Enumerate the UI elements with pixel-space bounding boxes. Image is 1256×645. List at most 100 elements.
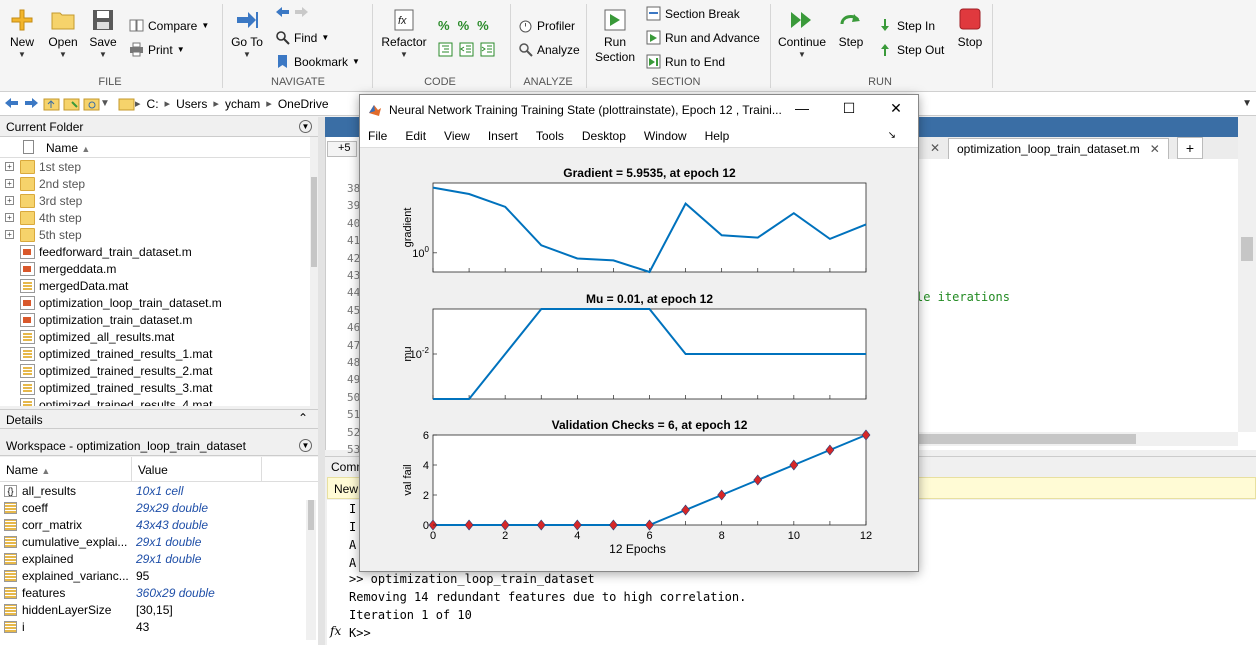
file-item[interactable]: optimized_all_results.mat <box>0 328 310 345</box>
close-tab-icon[interactable]: ✕ <box>1149 142 1160 156</box>
address-dropdown-icon[interactable]: ▼ <box>1242 98 1252 109</box>
workspace-value-column[interactable]: Value <box>132 457 262 481</box>
dock-arrow-icon[interactable]: ↘ <box>887 130 896 141</box>
workspace-row[interactable]: {} all_results 10x1 cell <box>0 482 318 499</box>
folder-scrollbar[interactable] <box>310 137 318 409</box>
run-section-button[interactable]: Run Section <box>592 8 638 65</box>
analyze-button[interactable]: Analyze <box>518 42 580 57</box>
go-to-button[interactable]: Go To ▼ <box>228 8 266 59</box>
bookmark-button[interactable]: Bookmark ▼ <box>275 54 360 69</box>
compare-button[interactable]: Compare ▼ <box>129 18 209 33</box>
fx-icon[interactable]: fx <box>330 624 342 638</box>
tab-optimization-loop[interactable]: optimization_loop_train_dataset.m ✕ <box>948 138 1169 159</box>
menu-insert[interactable]: Insert <box>487 128 518 143</box>
minimize-icon[interactable]: — <box>795 100 809 116</box>
figure-window[interactable]: Neural Network Training Training State (… <box>359 94 919 572</box>
collapse-up-icon[interactable]: ⌃ <box>297 411 308 425</box>
workspace-row[interactable]: explained_varianc... 95 <box>0 567 318 584</box>
workspace-row[interactable]: coeff 29x29 double <box>0 499 318 516</box>
workspace-row[interactable]: features 360x29 double <box>0 584 318 601</box>
add-tab-button[interactable]: + <box>1176 137 1204 159</box>
stop-button[interactable]: Stop <box>954 8 986 49</box>
step-out-button[interactable]: Step Out <box>878 42 944 57</box>
open-button[interactable]: Open ▼ <box>45 8 81 59</box>
folder-item[interactable]: +2nd step <box>0 175 310 192</box>
figure-titlebar[interactable]: Neural Network Training Training State (… <box>360 95 918 124</box>
file-item[interactable]: optimized_trained_results_1.mat <box>0 345 310 362</box>
new-button[interactable]: New ▼ <box>6 8 38 59</box>
find-button[interactable]: Find ▼ <box>275 30 329 45</box>
workspace-row[interactable]: cumulative_explai... 29x1 double <box>0 533 318 550</box>
folder-item[interactable]: +4th step <box>0 209 310 226</box>
browse-folder-icon[interactable] <box>63 95 80 112</box>
scrollbar-thumb[interactable] <box>918 434 1136 444</box>
menu-edit[interactable]: Edit <box>405 128 427 143</box>
menu-window[interactable]: Window <box>643 128 687 143</box>
workspace-row[interactable]: hiddenLayerSize [30,15] <box>0 601 318 618</box>
editor-scrollbar[interactable] <box>1238 117 1256 432</box>
menu-view[interactable]: View <box>444 128 470 143</box>
browse-folder-alt-icon[interactable] <box>83 95 100 112</box>
splitter[interactable] <box>318 117 325 645</box>
breadcrumb-onedrive[interactable]: OneDrive <box>277 96 329 111</box>
menu-desktop[interactable]: Desktop <box>581 128 626 143</box>
file-item[interactable]: optimization_train_dataset.m <box>0 311 310 328</box>
section-break-button[interactable]: Section Break <box>646 6 740 21</box>
scrollbar-thumb[interactable] <box>1241 237 1253 261</box>
chevron-down-icon[interactable]: ▼ <box>100 98 110 109</box>
save-button[interactable]: Save ▼ <box>87 8 119 59</box>
breadcrumb-users[interactable]: Users <box>176 96 208 111</box>
workspace-row[interactable]: i 43 <box>0 618 318 635</box>
workspace-row[interactable]: corr_matrix 43x43 double <box>0 516 318 533</box>
editor-hscrollbar[interactable] <box>918 432 1238 446</box>
panel-menu-icon[interactable]: ▼ <box>299 439 312 452</box>
file-item[interactable]: optimized_trained_results_4.mat <box>0 396 310 406</box>
details-header[interactable]: Details ⌃ <box>0 409 318 429</box>
workspace-row[interactable]: explained 29x1 double <box>0 550 318 567</box>
panel-menu-icon[interactable]: ▼ <box>299 120 312 133</box>
editor-gutter-tab[interactable]: +5 <box>327 141 357 157</box>
file-item[interactable]: feedforward_train_dataset.m <box>0 243 310 260</box>
expand-plus-icon[interactable]: + <box>5 179 14 188</box>
workspace-name-column[interactable]: Name ▲ <box>0 457 132 481</box>
step-button[interactable]: Step <box>834 8 868 49</box>
refactor-button[interactable]: fx Refactor ▼ <box>378 8 430 59</box>
folder-item[interactable]: +1st step <box>0 158 310 175</box>
expand-plus-icon[interactable]: + <box>5 196 14 205</box>
menu-help[interactable]: Help <box>704 128 730 143</box>
file-item[interactable]: mergeddata.m <box>0 260 310 277</box>
file-item[interactable]: optimized_trained_results_2.mat <box>0 362 310 379</box>
file-item[interactable]: optimized_trained_results_3.mat <box>0 379 310 396</box>
run-to-end-button[interactable]: Run to End <box>646 54 725 69</box>
file-item[interactable]: mergedData.mat <box>0 277 310 294</box>
expand-plus-icon[interactable]: + <box>5 230 14 239</box>
menu-tools[interactable]: Tools <box>535 128 564 143</box>
forward-icon[interactable] <box>23 95 40 112</box>
maximize-icon[interactable]: ☐ <box>842 100 856 116</box>
close-icon[interactable]: ✕ <box>890 100 902 116</box>
breadcrumb-ycham[interactable]: ycham <box>224 96 261 111</box>
folder-column-header[interactable]: Name ▲ <box>0 137 310 158</box>
run-and-advance-button[interactable]: Run and Advance <box>646 30 760 45</box>
continue-button[interactable]: Continue ▼ <box>774 8 830 59</box>
print-button[interactable]: Print ▼ <box>129 42 185 57</box>
back-icon[interactable] <box>3 95 20 112</box>
step-in-button[interactable]: Step In <box>878 18 935 33</box>
comment-buttons[interactable]: % % % <box>438 18 489 33</box>
back-forward-arrows[interactable] <box>275 5 309 20</box>
scrollbar-thumb[interactable] <box>308 500 314 530</box>
breadcrumb-c[interactable]: C: <box>146 96 159 111</box>
cmd-scrollbar[interactable] <box>306 500 316 640</box>
menu-file[interactable]: File <box>368 128 388 143</box>
folder-item[interactable]: +5th step <box>0 226 310 243</box>
indent-buttons[interactable] <box>438 42 495 57</box>
file-item[interactable]: optimization_loop_train_dataset.m <box>0 294 310 311</box>
scrollbar-thumb[interactable] <box>311 177 317 267</box>
up-folder-icon[interactable] <box>43 95 60 112</box>
expand-plus-icon[interactable]: + <box>5 213 14 222</box>
close-tab-icon[interactable]: ✕ <box>930 141 941 155</box>
profiler-button[interactable]: Profiler <box>518 18 575 33</box>
expand-plus-icon[interactable]: + <box>5 162 14 171</box>
cmd-prompt[interactable]: K>> <box>349 626 371 640</box>
folder-item[interactable]: +3rd step <box>0 192 310 209</box>
